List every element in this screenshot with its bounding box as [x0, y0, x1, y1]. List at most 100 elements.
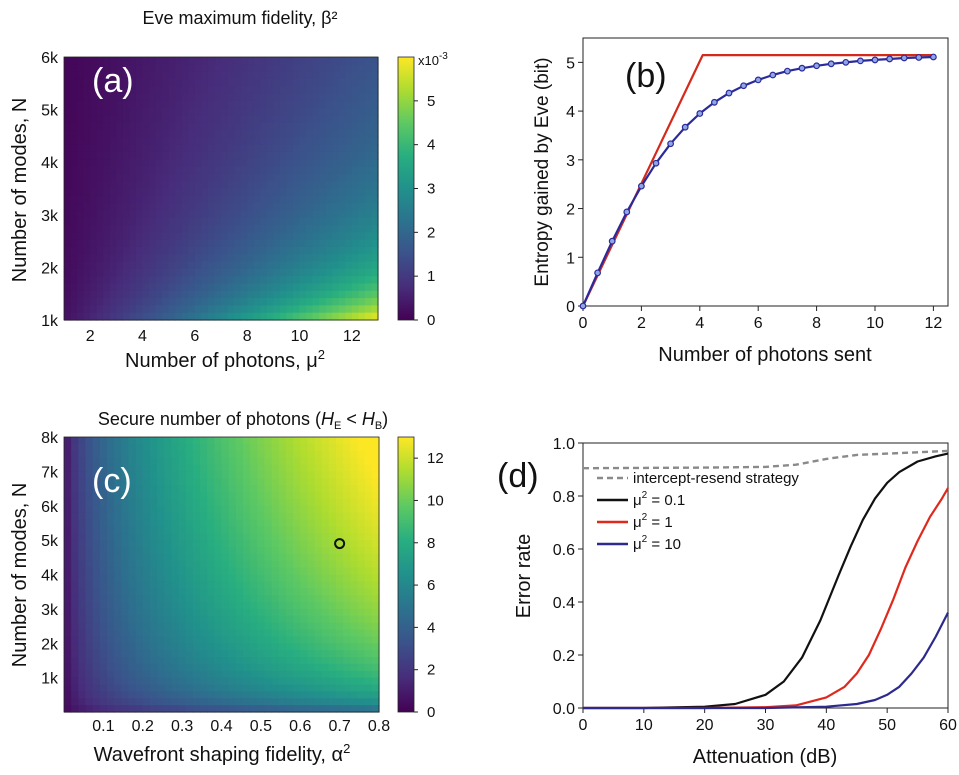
heatmap-c-cell [171, 568, 179, 575]
heatmap-c-cell [315, 506, 323, 513]
heatmap-c-cell [372, 513, 380, 520]
heatmap-c-cell [365, 458, 373, 465]
heatmap-c-cell [315, 471, 323, 478]
heatmap-a-cell [188, 152, 195, 160]
heatmap-a-cell [267, 247, 274, 255]
heatmap-a-cell [241, 247, 248, 255]
heatmap-a-cell [313, 203, 320, 211]
heatmap-c-cell [315, 671, 323, 678]
heatmap-a-cell [234, 196, 241, 204]
heatmap-a-cell [214, 152, 221, 160]
heatmap-c-cell [279, 513, 287, 520]
heatmap-c-cell [293, 458, 301, 465]
heatmap-c-cell [214, 506, 222, 513]
heatmap-a-cell [365, 196, 372, 204]
heatmap-c-cell [243, 630, 251, 637]
heatmap-a-cell [371, 269, 378, 277]
heatmap-c-cell [214, 499, 222, 506]
heatmap-a-cell [116, 181, 123, 189]
heatmap-c-cell [365, 609, 373, 616]
heatmap-a-cell [286, 108, 293, 116]
heatmap-a-cell [77, 152, 84, 160]
colorbar-a-tick-label: 2 [427, 224, 435, 241]
heatmap-c-cell [293, 685, 301, 692]
heatmap-c-cell [136, 526, 144, 533]
heatmap-c-cell [358, 623, 366, 630]
heatmap-c-cell [229, 588, 237, 595]
heatmap-a-cell [247, 291, 254, 299]
heatmap-c-cell [136, 506, 144, 513]
heatmap-c-cell [243, 444, 251, 451]
heatmap-a-cell [116, 298, 123, 306]
heatmap-c-cell [85, 664, 93, 671]
heatmap-a-cell [260, 123, 267, 131]
heatmap-a-cell [326, 101, 333, 109]
heatmap-a-cell [143, 232, 150, 240]
heatmap-c-cell [186, 437, 194, 444]
heatmap-a-cell [201, 167, 208, 175]
heatmap-a-cell [64, 167, 71, 175]
heatmap-a-cell [241, 225, 248, 233]
heatmap-a-cell [313, 159, 320, 167]
heatmap-c-cell [107, 554, 115, 561]
heatmap-a-cell [116, 262, 123, 270]
heatmap-c-cell [150, 664, 158, 671]
heatmap-a-cell [214, 196, 221, 204]
heatmap-c-cell [71, 691, 79, 698]
heatmap-a-cell [352, 108, 359, 116]
heatmap-c-cell [350, 526, 358, 533]
heatmap-a-cell [241, 269, 248, 277]
heatmap-a-cell [313, 72, 320, 80]
heatmap-a-cell [228, 218, 235, 226]
heatmap-a-cell [319, 291, 326, 299]
heatmap-c-cell [350, 478, 358, 485]
heatmap-a-cell [267, 64, 274, 72]
heatmap-c-cell [358, 643, 366, 650]
heatmap-a-cell [345, 181, 352, 189]
series-marker [595, 270, 601, 276]
heatmap-c-cell [64, 568, 72, 575]
heatmap-c-cell [85, 588, 93, 595]
heatmap-c-cell [272, 520, 280, 527]
heatmap-c-cell [307, 691, 315, 698]
heatmap-c-cell [243, 581, 251, 588]
heatmap-c-cell [257, 609, 265, 616]
heatmap-a-cell [254, 174, 261, 182]
heatmap-c-cell [207, 595, 215, 602]
heatmap-a-cell [162, 203, 169, 211]
heatmap-c-cell [286, 664, 294, 671]
heatmap-a-cell [306, 123, 313, 131]
heatmap-a-cell [175, 72, 182, 80]
heatmap-a-cell [116, 174, 123, 182]
heatmap-a-cell [247, 254, 254, 262]
heatmap-a-cell [195, 181, 202, 189]
heatmap-a-cell [149, 181, 156, 189]
heatmap-a-cell [214, 115, 221, 123]
heatmap-a-cell [247, 72, 254, 80]
heatmap-c-cell [372, 471, 380, 478]
heatmap-c-cell [257, 575, 265, 582]
heatmap-c-cell [150, 698, 158, 705]
heatmap-a-cell [156, 276, 163, 284]
heatmap-a-cell [267, 298, 274, 306]
heatmap-a-cell [254, 94, 261, 102]
heatmap-c-cell [164, 685, 172, 692]
heatmap-a-cell [286, 313, 293, 321]
heatmap-c-cell [300, 657, 308, 664]
heatmap-c-cell [250, 609, 258, 616]
heatmap-c-cell [200, 499, 208, 506]
heatmap-a-cell [345, 203, 352, 211]
heatmap-c-cell [164, 630, 172, 637]
heatmap-a-cell [332, 203, 339, 211]
heatmap-a-cell [175, 137, 182, 145]
heatmap-c-cell [350, 691, 358, 698]
heatmap-c-cell [186, 451, 194, 458]
heatmap-c-cell [243, 650, 251, 657]
heatmap-c-cell [286, 561, 294, 568]
heatmap-c-cell [157, 437, 165, 444]
heatmap-a-cell [234, 145, 241, 153]
heatmap-a-cell [116, 232, 123, 240]
heatmap-a-cell [110, 210, 117, 218]
heatmap-c-cell [372, 499, 380, 506]
heatmap-c-cell [229, 458, 237, 465]
